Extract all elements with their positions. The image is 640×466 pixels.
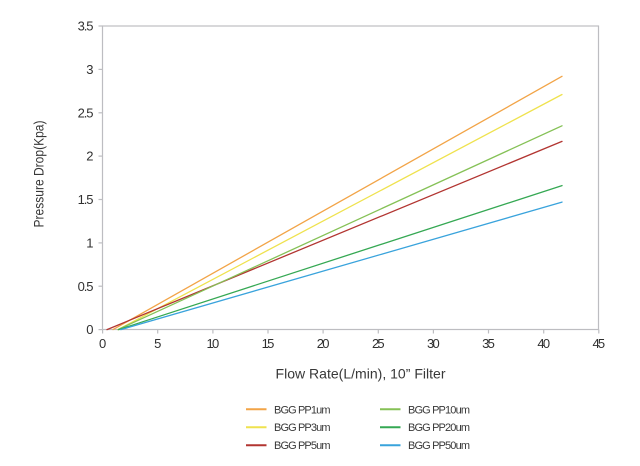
svg-text:35: 35	[482, 336, 495, 351]
svg-text:10: 10	[207, 336, 220, 351]
svg-text:BGG PP50um: BGG PP50um	[408, 440, 470, 452]
svg-text:BGG PP1um: BGG PP1um	[274, 404, 331, 416]
svg-text:1.5: 1.5	[78, 192, 94, 207]
svg-text:2: 2	[86, 149, 93, 164]
svg-text:BGG PP5um: BGG PP5um	[274, 440, 331, 452]
svg-text:45: 45	[592, 336, 605, 351]
svg-text:5: 5	[154, 336, 161, 351]
svg-text:0: 0	[99, 336, 106, 351]
svg-text:3.5: 3.5	[78, 19, 94, 34]
svg-text:2.5: 2.5	[78, 105, 94, 120]
svg-text:BGG PP3um: BGG PP3um	[274, 422, 331, 434]
svg-text:BGG PP10um: BGG PP10um	[408, 404, 470, 416]
svg-text:25: 25	[372, 336, 385, 351]
svg-text:0: 0	[86, 322, 93, 337]
svg-text:Pressure Drop(Kpa): Pressure Drop(Kpa)	[31, 121, 47, 228]
svg-text:3: 3	[86, 62, 93, 77]
svg-text:BGG PP20um: BGG PP20um	[408, 422, 470, 434]
svg-text:40: 40	[537, 336, 550, 351]
svg-text:30: 30	[427, 336, 440, 351]
svg-text:1: 1	[86, 236, 93, 251]
svg-text:0.5: 0.5	[78, 279, 94, 294]
svg-text:15: 15	[262, 336, 275, 351]
svg-text:Flow Rate(L/min), 10” Filter: Flow Rate(L/min), 10” Filter	[276, 365, 446, 381]
svg-text:20: 20	[317, 336, 330, 351]
